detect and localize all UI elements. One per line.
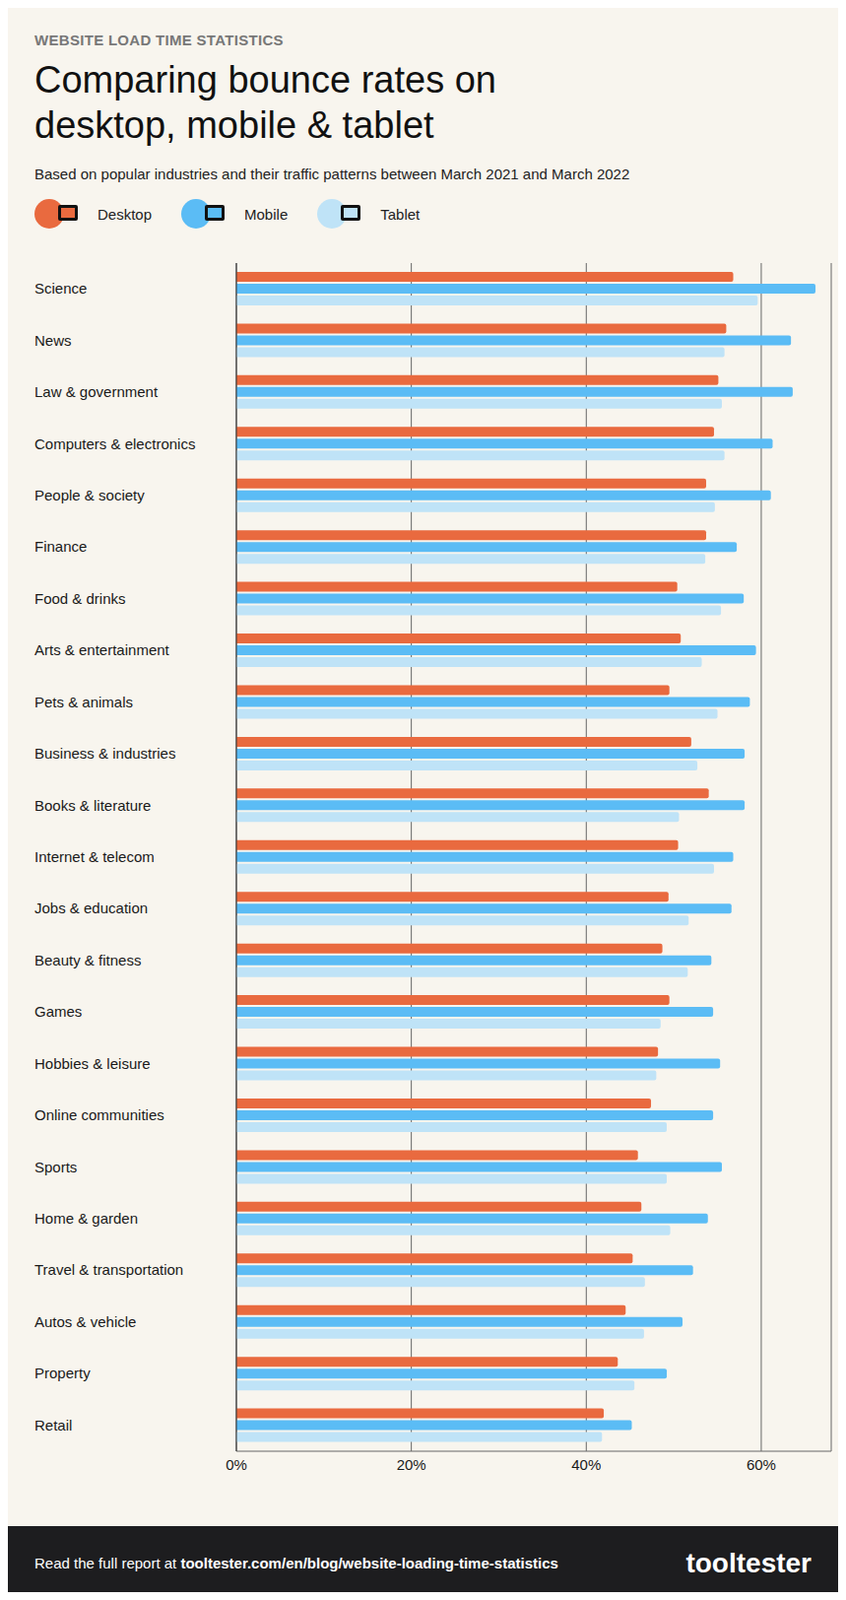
svg-text:Food & drinks: Food & drinks (34, 589, 127, 607)
svg-text:Property: Property (34, 1364, 91, 1381)
svg-text:Autos & vehicle: Autos & vehicle (34, 1312, 136, 1330)
html-text:tooltester: tooltester (685, 1546, 812, 1578)
svg-text:Pets & animals: Pets & animals (34, 693, 133, 711)
svg-text:40%: 40% (571, 1455, 601, 1473)
svg-text:Beauty & fitness: Beauty & fitness (34, 951, 141, 969)
svg-text:Arts & entertainment: Arts & entertainment (34, 641, 171, 658)
html-text:Tablet: Tablet (380, 205, 420, 223)
svg-text:Law & government: Law & government (34, 383, 159, 400)
svg-text:Hobbies & leisure: Hobbies & leisure (34, 1054, 151, 1072)
html-text:Based on popular industries an: Based on popular industries and their tr… (34, 165, 630, 183)
svg-text:Business & industries: Business & industries (34, 744, 176, 762)
svg-text:Home & garden: Home & garden (34, 1209, 138, 1227)
html-text:Read the full report at toolte: Read the full report at tooltester.com/e… (34, 1554, 559, 1571)
svg-text:Online communities: Online communities (34, 1106, 165, 1123)
svg-text:Retail: Retail (34, 1416, 72, 1433)
svg-text:Books & literature: Books & literature (34, 796, 151, 814)
svg-text:Travel & transportation: Travel & transportation (34, 1260, 184, 1278)
html-text:Mobile: Mobile (244, 205, 288, 223)
html-text:Comparing bounce rates on desk: Comparing bounce rates on desktop, mobil… (34, 59, 497, 146)
svg-text:0%: 0% (225, 1455, 248, 1473)
svg-text:People & society: People & society (34, 486, 145, 504)
svg-text:News: News (34, 331, 72, 349)
svg-text:Science: Science (34, 279, 87, 297)
svg-text:Sports: Sports (34, 1158, 77, 1175)
svg-text:Computers & electronics: Computers & electronics (34, 435, 196, 453)
svg-text:Jobs & education: Jobs & education (34, 899, 148, 916)
html-text:Desktop: Desktop (97, 205, 152, 223)
svg-text:20%: 20% (396, 1455, 427, 1473)
svg-text:60%: 60% (746, 1455, 777, 1473)
svg-text:Finance: Finance (34, 537, 87, 555)
svg-text:Games: Games (34, 1002, 82, 1020)
html-text:WEBSITE LOAD TIME STATISTICS: WEBSITE LOAD TIME STATISTICS (34, 31, 284, 49)
svg-text:Internet & telecom: Internet & telecom (34, 847, 155, 865)
